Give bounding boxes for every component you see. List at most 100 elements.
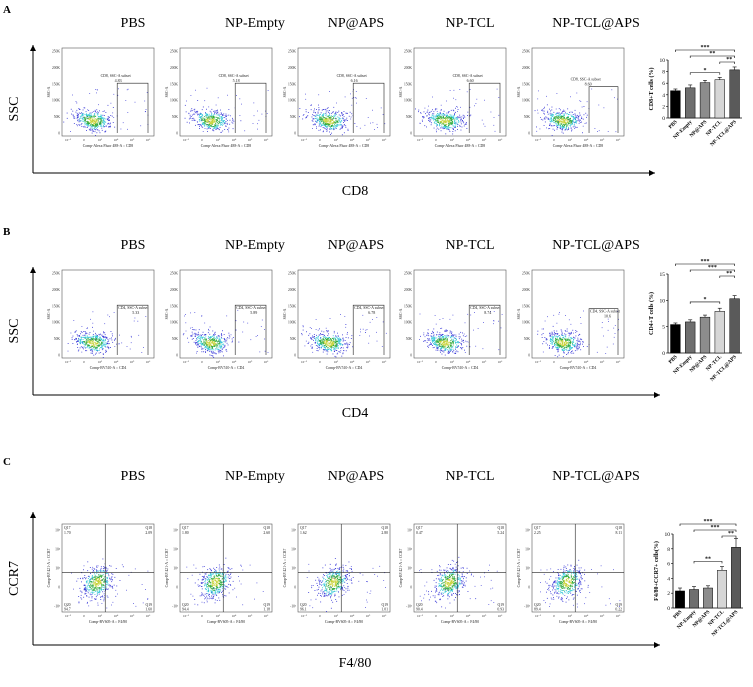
flow-event [478, 328, 479, 329]
flow-event [100, 132, 101, 133]
flow-event [335, 125, 336, 126]
flow-event [443, 120, 444, 121]
flow-event [440, 343, 441, 344]
flow-event [450, 122, 451, 123]
flow-event [441, 348, 442, 349]
flow-event [329, 126, 330, 127]
flow-event [595, 128, 596, 129]
flow-event [196, 340, 197, 341]
flow-event [212, 338, 213, 339]
flow-event [71, 114, 72, 115]
flow-event [218, 125, 219, 126]
flow-event [432, 118, 433, 119]
flow-event [562, 349, 563, 350]
flow-event [442, 337, 443, 338]
flow-event [84, 120, 85, 121]
flow-event [218, 336, 219, 337]
flow-event [213, 115, 214, 116]
flow-event [320, 129, 321, 130]
flow-event [445, 117, 446, 118]
flow-event [320, 120, 321, 121]
flow-event [72, 339, 73, 340]
flow-event [448, 117, 449, 118]
flow-event [206, 113, 207, 114]
flow-event [452, 335, 453, 336]
flow-event [214, 352, 215, 353]
flow-event [208, 343, 209, 344]
flow-event [565, 315, 566, 316]
group-header: NP-TCL@APS [552, 469, 640, 484]
flow-event [207, 341, 208, 342]
flow-event [267, 113, 268, 114]
flow-event [443, 339, 444, 340]
flow-event [96, 124, 97, 125]
flow-event [201, 346, 202, 347]
flow-event [236, 95, 237, 96]
flow-event [107, 315, 108, 316]
flow-event [90, 347, 91, 348]
flow-event [311, 338, 312, 339]
flow-event [92, 323, 93, 324]
flow-event [202, 334, 203, 335]
flow-event [83, 343, 84, 344]
flow-event [564, 333, 565, 334]
flow-event [461, 348, 462, 349]
flow-event [318, 337, 319, 338]
flow-event [456, 119, 457, 120]
flow-event [91, 347, 92, 348]
flow-event [95, 131, 96, 132]
flow-event [81, 120, 82, 121]
flow-event [92, 119, 93, 120]
flow-event [96, 345, 97, 346]
flow-event [101, 121, 102, 122]
flow-event [206, 109, 207, 110]
flow-event [194, 114, 195, 115]
flow-event [547, 111, 548, 112]
flow-event [119, 335, 120, 336]
flow-event [93, 344, 94, 345]
flow-event [99, 334, 100, 335]
flow-event [436, 338, 437, 339]
flow-event [89, 597, 90, 598]
flow-event [569, 120, 570, 121]
flow-event [109, 316, 110, 317]
flow-event [336, 337, 337, 338]
flow-event [326, 118, 327, 119]
flow-event [438, 342, 439, 343]
flow-event [452, 347, 453, 348]
flow-event [447, 117, 448, 118]
flow-event [192, 118, 193, 119]
flow-x-tick: 10⁻³ [301, 138, 307, 142]
flow-event [568, 124, 569, 125]
flow-event [317, 343, 318, 344]
flow-event [223, 355, 224, 356]
flow-event [102, 115, 103, 116]
flow-event [201, 315, 202, 316]
flow-event [563, 121, 564, 122]
flow-event [218, 97, 219, 98]
flow-event [343, 353, 344, 354]
flow-event [564, 125, 565, 126]
flow-x-tick: 10⁴ [232, 360, 237, 364]
flow-event [90, 350, 91, 351]
flow-event [440, 117, 441, 118]
flow-x-axis-label: Comp-Alexa Fluor 488-A :: CD8 [83, 144, 134, 148]
flow-event [191, 335, 192, 336]
flow-x-axis-label: Comp-Alexa Fluor 488-A :: CD8 [435, 144, 486, 148]
y-tick-label: 2 [662, 104, 665, 110]
flow-event [100, 344, 101, 345]
flow-event [81, 118, 82, 119]
flow-event [192, 334, 193, 335]
flow-event [199, 128, 200, 129]
flow-event [214, 128, 215, 129]
flow-event [574, 124, 575, 125]
flow-event [87, 116, 88, 117]
flow-event [442, 347, 443, 348]
flow-event [102, 130, 103, 131]
flow-event [240, 115, 241, 116]
flow-event [221, 117, 222, 118]
flow-plot-frame [180, 270, 272, 358]
flow-event [343, 118, 344, 119]
